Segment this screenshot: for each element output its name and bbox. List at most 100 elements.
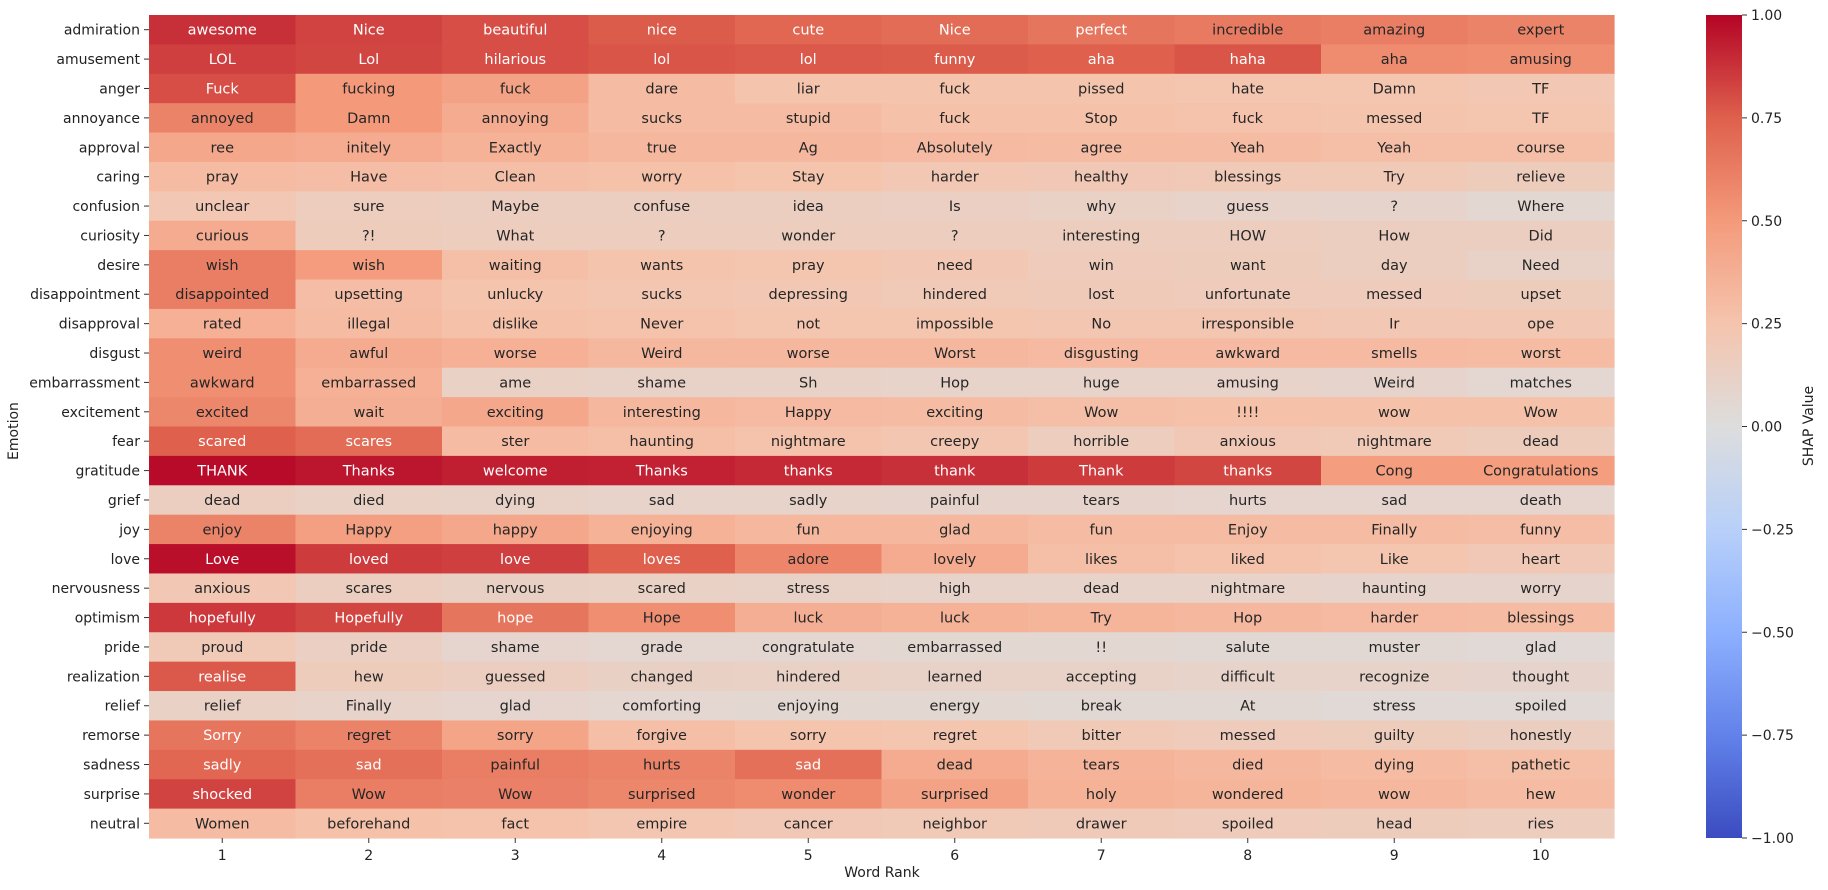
emotion-label: amusement <box>56 52 140 68</box>
cell-word-label: haunting <box>1362 581 1427 597</box>
heatmap-cell <box>295 161 443 192</box>
cell-word-label: ? <box>658 228 666 244</box>
heatmap-cell <box>588 573 736 604</box>
cell-word-label: fun <box>797 522 821 538</box>
cell-word-label: Hop <box>1233 611 1262 627</box>
heatmap-cell <box>1321 367 1469 398</box>
cell-word-label: funny <box>934 52 976 68</box>
cell-word-label: sucks <box>641 287 682 303</box>
cell-word-label: Finally <box>1371 522 1417 538</box>
cell-word-label: wow <box>1378 405 1411 421</box>
cell-word-label: !!!! <box>1236 405 1259 421</box>
heatmap-cell <box>149 632 297 663</box>
heatmap-cell <box>442 426 590 457</box>
heatmap-cell <box>881 573 1029 604</box>
heatmap-cell <box>1028 602 1176 633</box>
heatmap-cell <box>442 132 590 163</box>
cell-word-label: Wow <box>1084 405 1118 421</box>
heatmap-cell <box>735 808 883 839</box>
heatmap-cell <box>442 749 590 780</box>
x-axis-label: Word Rank <box>844 865 920 881</box>
heatmap-cell <box>735 161 883 192</box>
heatmap-cell <box>295 220 443 251</box>
cell-word-label: exciting <box>487 405 544 421</box>
cell-word-label: sad <box>356 758 382 774</box>
cell-word-label: messed <box>1366 287 1422 303</box>
heatmap-cell <box>1467 161 1615 192</box>
cell-word-label: depressing <box>769 287 848 303</box>
cell-word-label: Sh <box>799 375 817 391</box>
heatmap-cell <box>1028 279 1176 310</box>
heatmap-cell <box>735 514 883 545</box>
heatmap-cell <box>588 15 736 45</box>
rank-label: 9 <box>1390 848 1399 864</box>
heatmap-cell <box>442 573 590 604</box>
cell-word-label: hope <box>497 611 533 627</box>
heatmap-cell <box>588 44 736 75</box>
heatmap-cell <box>881 808 1029 839</box>
cell-word-label: thought <box>1512 669 1569 685</box>
heatmap-cell <box>149 749 297 780</box>
cell-word-label: initely <box>347 140 392 156</box>
cell-word-label: blessings <box>1214 170 1281 186</box>
cell-word-label: worst <box>1521 346 1561 362</box>
cell-word-label: creepy <box>930 434 980 450</box>
cell-word-label: stupid <box>786 111 831 127</box>
cell-word-label: thanks <box>1223 464 1272 480</box>
cell-word-label: congratulate <box>762 640 855 656</box>
heatmap-cell <box>735 367 883 398</box>
heatmap-cell <box>881 220 1029 251</box>
colorbar-tick-label: −1.00 <box>1751 831 1794 847</box>
cell-word-label: heart <box>1521 552 1560 568</box>
heatmap-cell <box>1174 691 1322 722</box>
heatmap-cell <box>295 250 443 281</box>
cell-word-label: glad <box>1525 640 1556 656</box>
heatmap-cell <box>295 15 443 45</box>
cell-word-label: No <box>1091 317 1111 333</box>
heatmap-cell <box>588 397 736 428</box>
heatmap-cell <box>149 397 297 428</box>
cell-word-label: hate <box>1231 81 1264 97</box>
heatmap-cell <box>1467 661 1615 692</box>
cell-word-label: Ag <box>799 140 818 156</box>
heatmap-cell <box>735 308 883 339</box>
cell-word-label: shame <box>637 375 686 391</box>
cell-word-label: Damn <box>347 111 390 127</box>
cell-word-label: Yeah <box>1230 140 1265 156</box>
heatmap-cell <box>149 691 297 722</box>
cell-word-label: messed <box>1366 111 1422 127</box>
cell-word-label: Yeah <box>1376 140 1411 156</box>
cell-word-label: salute <box>1226 640 1270 656</box>
cell-word-label: hindered <box>776 669 840 685</box>
cell-word-label: head <box>1376 816 1412 832</box>
heatmap-cell <box>149 602 297 633</box>
cell-word-label: need <box>937 258 973 274</box>
cell-word-label: learned <box>927 669 982 685</box>
cell-word-label: died <box>353 493 384 509</box>
heatmap-cell <box>295 367 443 398</box>
heatmap-cell <box>1174 103 1322 134</box>
heatmap-cell <box>442 338 590 369</box>
cell-word-label: Did <box>1529 228 1553 244</box>
cell-word-label: loves <box>643 552 681 568</box>
cell-word-label: fuck <box>939 81 970 97</box>
heatmap-cell <box>442 103 590 134</box>
heatmap-cell <box>735 691 883 722</box>
heatmap-cell <box>1467 250 1615 281</box>
cell-word-label: Ir <box>1389 317 1399 333</box>
cell-word-label: haha <box>1230 52 1266 68</box>
cell-word-label: bitter <box>1082 728 1122 744</box>
cell-word-label: awkward <box>1215 346 1280 362</box>
cell-word-label: neighbor <box>922 816 987 832</box>
cell-word-label: wonder <box>781 787 835 803</box>
emotion-label: approval <box>79 140 140 156</box>
cell-word-label: unclear <box>195 199 249 215</box>
cell-word-label: sad <box>795 758 821 774</box>
heatmap-cell <box>295 691 443 722</box>
cell-word-label: difficult <box>1221 669 1275 685</box>
cell-word-label: glad <box>939 522 970 538</box>
heatmap-cell <box>588 514 736 545</box>
heatmap-cell <box>1467 602 1615 633</box>
heatmap-cell <box>588 250 736 281</box>
cell-word-label: smells <box>1371 346 1417 362</box>
